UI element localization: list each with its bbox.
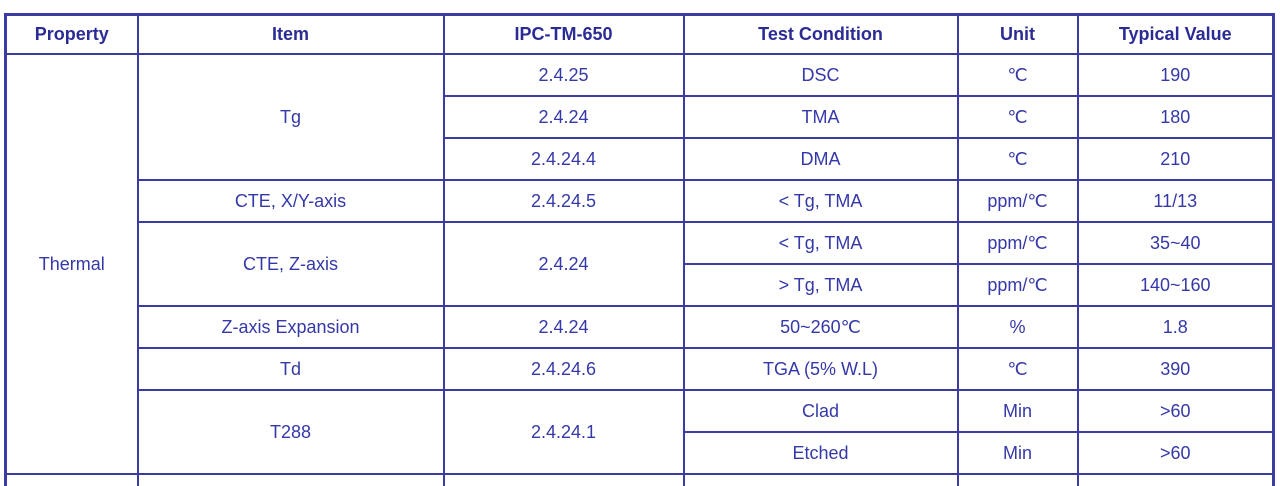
cell-ipc: 2.4.24.5 — [442, 179, 685, 223]
cell-property-thermal: Thermal — [4, 53, 139, 475]
cell-typical-value: 1.8 — [1076, 305, 1275, 349]
table-row: CTE, X/Y-axis 2.4.24.5 < Tg, TMA ppm/℃ 1… — [6, 179, 1275, 223]
column-header-typical-value: Typical Value — [1076, 13, 1275, 55]
cell-unit: ppm/℃ — [956, 221, 1079, 265]
cell-empty — [4, 473, 139, 486]
cell-empty — [1076, 473, 1275, 486]
cell-test-condition: 50~260℃ — [682, 305, 959, 349]
cell-unit: ℃ — [956, 347, 1079, 391]
table-row: 2.4.24 TMA ℃ 180 — [6, 95, 1275, 139]
cell-test-condition: Etched — [682, 431, 959, 475]
cell-test-condition: TMA — [682, 95, 959, 139]
spec-table-container: Property Item IPC-TM-650 Test Condition … — [4, 13, 1276, 486]
cell-test-condition: Clad — [682, 389, 959, 433]
table-row: Etched Min >60 — [6, 431, 1275, 475]
table-row: Z-axis Expansion 2.4.24 50~260℃ % 1.8 — [6, 305, 1275, 349]
cell-item-cte-z: CTE, Z-axis — [136, 221, 445, 307]
cell-ipc: 2.4.24.1 — [442, 389, 685, 475]
table-row: > Tg, TMA ppm/℃ 140~160 — [6, 263, 1275, 307]
cell-empty — [442, 473, 685, 486]
cell-empty — [682, 473, 959, 486]
cell-ipc: 2.4.24.4 — [442, 137, 685, 181]
cell-test-condition: DSC — [682, 53, 959, 97]
header-row: Property Item IPC-TM-650 Test Condition … — [4, 13, 1275, 55]
cell-test-condition: TGA (5% W.L) — [682, 347, 959, 391]
cell-test-condition: DMA — [682, 137, 959, 181]
cell-typical-value: 11/13 — [1076, 179, 1275, 223]
column-header-test-condition: Test Condition — [682, 13, 959, 55]
table-row: CTE, Z-axis 2.4.24 < Tg, TMA ppm/℃ 35~40 — [6, 221, 1275, 307]
table-row: Thermal Tg 2.4.25 DSC ℃ 190 — [4, 53, 1275, 475]
cell-ipc: 2.4.24.6 — [442, 347, 685, 391]
cell-ipc: 2.4.24 — [442, 305, 685, 349]
cell-item-tg: Tg — [136, 53, 445, 181]
cell-typical-value: 140~160 — [1076, 263, 1275, 307]
cell-typical-value: 390 — [1076, 347, 1275, 391]
cell-empty — [956, 473, 1079, 486]
cell-test-condition: < Tg, TMA — [682, 221, 959, 265]
cell-item-td: Td — [136, 347, 445, 391]
table-row: Td 2.4.24.6 TGA (5% W.L) ℃ 390 — [6, 347, 1275, 391]
cell-item-t288: T288 — [136, 389, 445, 475]
thermal-properties-table: Property Item IPC-TM-650 Test Condition … — [4, 13, 1275, 486]
cell-typical-value: 190 — [1076, 53, 1275, 97]
cell-unit: ppm/℃ — [956, 263, 1079, 307]
cell-item-cte-xy: CTE, X/Y-axis — [136, 179, 445, 223]
cell-ipc: 2.4.25 — [442, 53, 685, 97]
cell-unit: ℃ — [956, 95, 1079, 139]
cell-typical-value: >60 — [1076, 389, 1275, 433]
column-header-property: Property — [4, 13, 139, 55]
table-row: 2.4.24.4 DMA ℃ 210 — [6, 137, 1275, 181]
cell-unit: % — [956, 305, 1079, 349]
cell-empty — [136, 473, 445, 486]
column-header-unit: Unit — [956, 13, 1079, 55]
cell-unit: Min — [956, 389, 1079, 433]
cell-typical-value: >60 — [1076, 431, 1275, 475]
cell-typical-value: 210 — [1076, 137, 1275, 181]
cell-test-condition: > Tg, TMA — [682, 263, 959, 307]
cell-ipc: 2.4.24 — [442, 95, 685, 139]
cell-item-z-expansion: Z-axis Expansion — [136, 305, 445, 349]
column-header-item: Item — [136, 13, 445, 55]
cell-unit: ppm/℃ — [956, 179, 1079, 223]
cell-test-condition: < Tg, TMA — [682, 179, 959, 223]
table-row: T288 2.4.24.1 Clad Min >60 — [6, 389, 1275, 475]
cell-unit: ℃ — [956, 53, 1079, 97]
cell-unit: ℃ — [956, 137, 1079, 181]
table-row-cut-off — [4, 473, 1275, 486]
column-header-ipc-tm-650: IPC-TM-650 — [442, 13, 685, 55]
cell-typical-value: 180 — [1076, 95, 1275, 139]
cell-typical-value: 35~40 — [1076, 221, 1275, 265]
cell-ipc: 2.4.24 — [442, 221, 685, 307]
cell-unit: Min — [956, 431, 1079, 475]
